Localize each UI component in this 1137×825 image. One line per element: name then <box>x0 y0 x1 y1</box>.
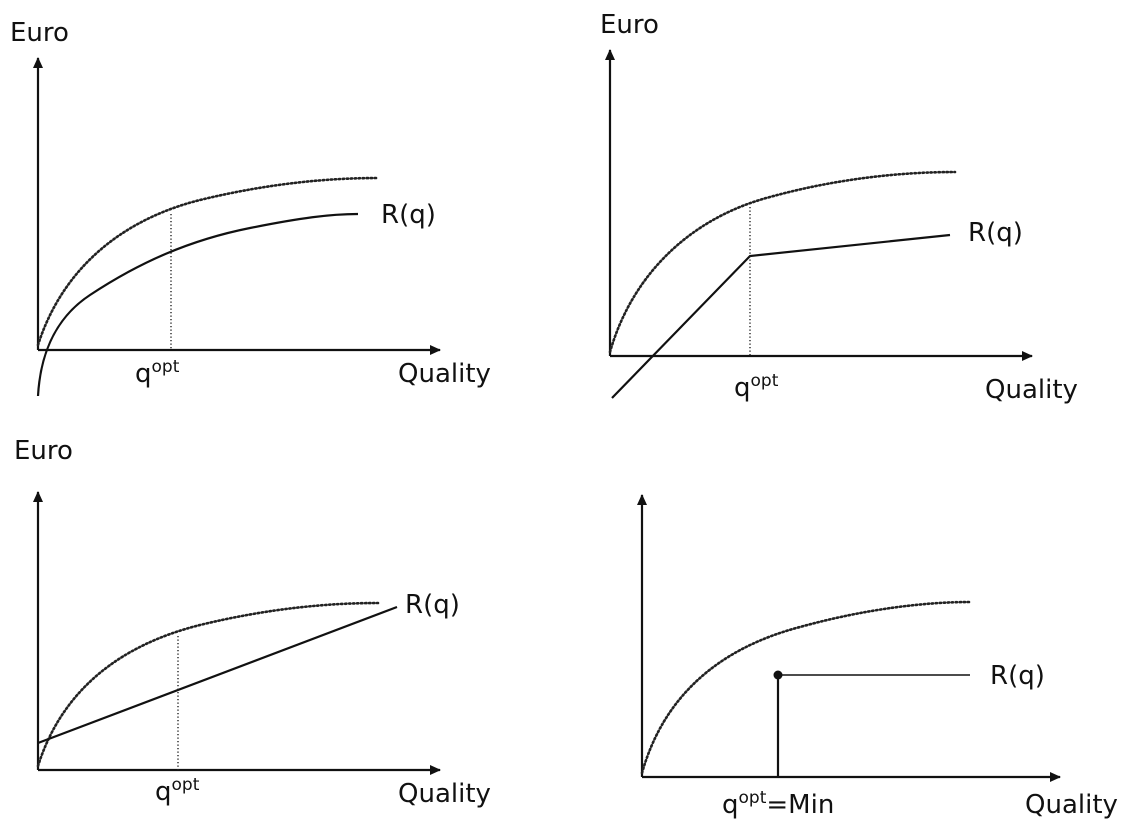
curve-label: R(q) <box>381 200 436 230</box>
y-axis-label: Euro <box>600 10 659 40</box>
panel-top-left: Euro R(q) Quality qopt <box>10 18 491 397</box>
y-axis-label: Euro <box>14 436 73 466</box>
x-axis-label: Quality <box>398 779 491 809</box>
optimum-label: qopt=Min <box>722 788 834 820</box>
y-axis-label: Euro <box>10 18 69 48</box>
revenue-curve <box>36 212 359 397</box>
revenue-curve <box>37 605 398 745</box>
optimum-label: qopt <box>155 775 200 807</box>
x-axis-label: Quality <box>1025 790 1118 820</box>
panel-top-right: Euro R(q) Quality qopt <box>600 10 1078 405</box>
x-axis-label: Quality <box>985 375 1078 405</box>
optimum-label: qopt <box>135 357 180 389</box>
optimum-label: qopt <box>734 371 779 403</box>
x-axis-label: Quality <box>398 359 491 389</box>
revenue-step-point <box>773 670 783 680</box>
curve-label: R(q) <box>405 590 460 620</box>
upper-bound-curve <box>640 600 972 775</box>
curve-label: R(q) <box>990 661 1045 691</box>
panel-bottom-left: Euro R(q) Quality qopt <box>14 436 491 809</box>
upper-bound-curve <box>36 601 380 768</box>
upper-bound-curve <box>608 170 957 354</box>
panel-bottom-right: R(q) Quality qopt=Min <box>637 494 1118 820</box>
curve-label: R(q) <box>968 218 1023 248</box>
upper-bound-curve <box>36 176 380 347</box>
